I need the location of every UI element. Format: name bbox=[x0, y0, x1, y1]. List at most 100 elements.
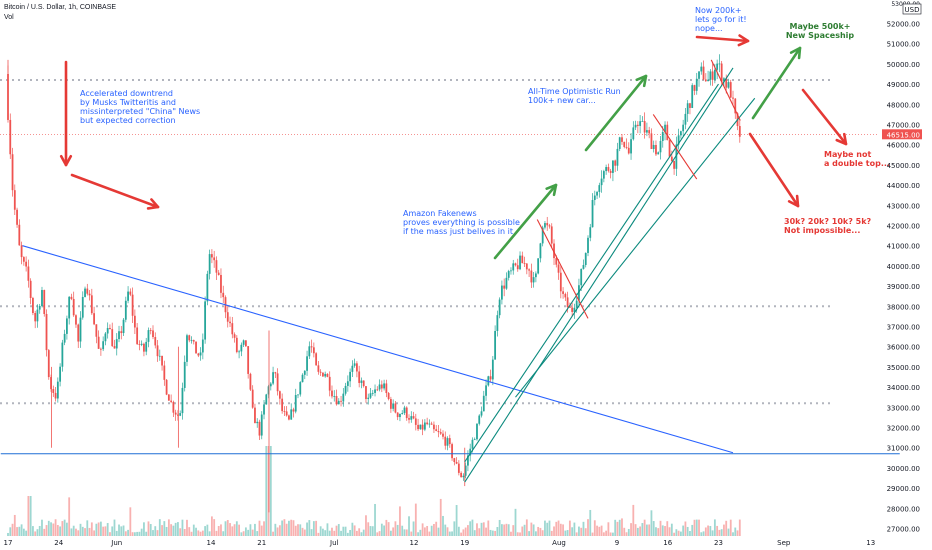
candle-body bbox=[564, 293, 567, 298]
volume-bar bbox=[104, 526, 107, 536]
volume-bar bbox=[183, 529, 186, 536]
volume-bar bbox=[727, 528, 730, 536]
candle-body bbox=[462, 475, 465, 478]
volume-bar bbox=[322, 528, 324, 536]
time-axis: 17 24 Jun 14 21 Jul 12 19 Aug 9 16 23 Sep 13 bbox=[4, 539, 876, 547]
candle-body bbox=[369, 393, 372, 398]
volume-bar bbox=[84, 528, 86, 536]
volume-bar bbox=[131, 532, 134, 536]
candle-body bbox=[494, 330, 497, 360]
volume-bar bbox=[256, 531, 259, 536]
volume-bar bbox=[66, 522, 68, 536]
dotted-levels bbox=[0, 79, 878, 405]
candle-body bbox=[285, 411, 288, 416]
volume-bar bbox=[72, 525, 75, 536]
candle-body bbox=[335, 396, 338, 405]
volume-bar bbox=[467, 525, 469, 536]
volume-bar bbox=[188, 527, 191, 536]
candle-body bbox=[704, 79, 707, 82]
volume-bar bbox=[541, 530, 544, 536]
candle-body bbox=[13, 190, 16, 210]
volume-bar bbox=[383, 525, 385, 536]
candle-body bbox=[602, 171, 605, 179]
candle-body bbox=[25, 261, 28, 267]
candle-body bbox=[374, 389, 376, 393]
candle-body bbox=[530, 270, 533, 283]
price-tick-label: 44000.00 bbox=[887, 182, 920, 190]
candle-body bbox=[682, 124, 685, 132]
volume-label: Vol bbox=[4, 14, 14, 21]
volume-bar bbox=[682, 525, 685, 536]
volume-bar bbox=[652, 521, 655, 536]
note-double-top-line: a double top... bbox=[824, 159, 890, 168]
volume-bar bbox=[646, 524, 648, 536]
candle-body bbox=[707, 79, 709, 82]
candle-body bbox=[632, 127, 635, 140]
candle-body bbox=[86, 288, 89, 294]
candle-body bbox=[480, 411, 483, 416]
volume-bar bbox=[632, 504, 635, 536]
volume-bar bbox=[462, 529, 465, 536]
note-200k-line: Now 200k+ bbox=[695, 6, 742, 15]
volume-bar bbox=[546, 522, 549, 536]
volume-bar bbox=[677, 530, 680, 536]
volume-bar bbox=[68, 497, 71, 536]
candle-body bbox=[684, 113, 687, 125]
volume-bar bbox=[437, 527, 440, 536]
candle-body bbox=[315, 353, 318, 366]
volume-bar bbox=[496, 527, 499, 536]
volume-bar bbox=[600, 525, 603, 536]
candle-body bbox=[607, 167, 610, 171]
candle-body bbox=[555, 258, 558, 265]
candle-body bbox=[292, 409, 295, 412]
candle-body bbox=[664, 124, 666, 133]
volume-bar bbox=[380, 523, 383, 536]
candle-body bbox=[557, 264, 560, 273]
volume-bar bbox=[115, 530, 118, 536]
candle-body bbox=[553, 243, 555, 259]
volume-bar bbox=[630, 523, 632, 536]
volume-bar bbox=[442, 515, 444, 536]
candle-body bbox=[380, 384, 383, 389]
arrow-down-red bbox=[801, 88, 848, 146]
volume-bar bbox=[36, 529, 39, 536]
candle-body bbox=[84, 288, 86, 297]
volume-bar bbox=[161, 525, 163, 536]
candle-body bbox=[596, 191, 598, 196]
candle-body bbox=[127, 291, 129, 301]
price-tick-label: 37000.00 bbox=[887, 324, 920, 332]
candle-body bbox=[528, 269, 530, 271]
channel-line bbox=[464, 67, 734, 483]
volume-bar bbox=[7, 532, 9, 536]
volume-bar bbox=[95, 523, 98, 536]
volume-bar bbox=[729, 519, 732, 536]
volume-bar bbox=[265, 446, 268, 536]
volume-bar bbox=[643, 519, 646, 536]
volume-bar bbox=[433, 523, 435, 536]
candle-body bbox=[106, 327, 109, 334]
volume-bar bbox=[138, 531, 141, 536]
time-tick-label: 9 bbox=[615, 539, 619, 547]
volume-bar bbox=[319, 526, 322, 536]
volume-bar bbox=[446, 527, 449, 536]
volume-bar bbox=[412, 521, 415, 536]
candle-body bbox=[288, 415, 290, 420]
volume-bar bbox=[16, 527, 18, 536]
volume-bar bbox=[539, 527, 542, 536]
volume-bar bbox=[145, 531, 148, 536]
price-tick-label: 46000.00 bbox=[887, 142, 920, 150]
candle-body bbox=[186, 335, 188, 362]
volume-bar bbox=[324, 530, 327, 536]
volume-bar bbox=[235, 521, 238, 536]
volume-bar bbox=[249, 524, 252, 536]
candle-body bbox=[589, 227, 592, 238]
volume-bar bbox=[276, 527, 279, 536]
volume-bar bbox=[457, 526, 460, 536]
price-tick-label: 29000.00 bbox=[887, 485, 920, 493]
volume-bar bbox=[544, 520, 546, 536]
volume-bar bbox=[423, 527, 426, 536]
arrow-down-red bbox=[748, 132, 800, 208]
currency-badge: USD bbox=[905, 6, 920, 14]
candle-body bbox=[113, 346, 116, 349]
